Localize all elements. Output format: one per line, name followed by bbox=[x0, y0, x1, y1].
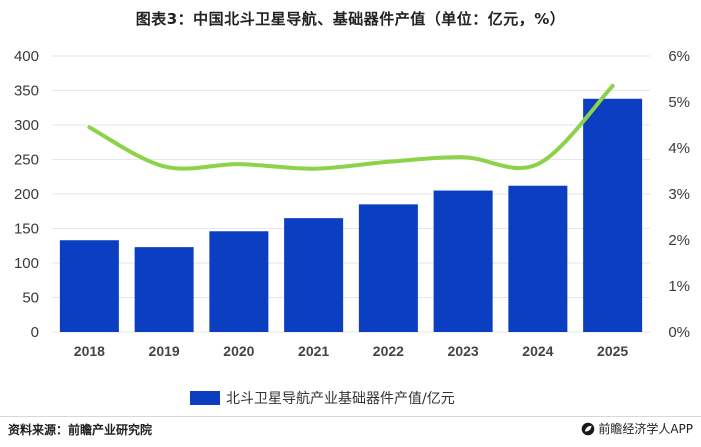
right-axis-ticks: 0% 1% 2% 3% 4% 5% 6% bbox=[668, 48, 690, 341]
bar-2018 bbox=[59, 240, 119, 332]
x-tick-label: 2023 bbox=[448, 343, 479, 359]
right-tick-label: 4% bbox=[668, 140, 690, 157]
right-tick-label: 3% bbox=[668, 186, 690, 203]
left-tick-label: 250 bbox=[14, 152, 39, 169]
bar-2022 bbox=[358, 204, 418, 332]
bar-2023 bbox=[433, 190, 493, 332]
x-tick-label: 2022 bbox=[373, 343, 404, 359]
bar-2020 bbox=[209, 231, 269, 332]
footer-brand-text: 前瞻经济学人APP bbox=[598, 422, 693, 436]
right-tick-label: 0% bbox=[668, 324, 690, 341]
footer-divider bbox=[0, 416, 701, 417]
legend: 北斗卫星导航产业基础器件产值/亿元 bbox=[190, 388, 455, 408]
right-tick-label: 6% bbox=[668, 48, 690, 65]
footer-brand: 前瞻经济学人APP bbox=[581, 420, 693, 437]
left-tick-label: 350 bbox=[14, 83, 39, 100]
leaf-logo-icon bbox=[582, 422, 595, 435]
left-tick-label: 100 bbox=[14, 255, 39, 272]
left-tick-label: 300 bbox=[14, 117, 39, 134]
growth-rate-line bbox=[87, 83, 615, 171]
line-series bbox=[87, 83, 615, 171]
x-tick-label: 2020 bbox=[223, 343, 254, 359]
bar-2019 bbox=[134, 247, 194, 332]
left-tick-label: 0 bbox=[31, 324, 39, 341]
x-tick-label: 2019 bbox=[149, 343, 180, 359]
x-tick-label: 2024 bbox=[522, 343, 553, 359]
right-tick-label: 2% bbox=[668, 232, 690, 249]
bar-2021 bbox=[284, 218, 344, 332]
x-tick-label: 2018 bbox=[74, 343, 105, 359]
bar-series bbox=[59, 98, 643, 332]
legend-swatch-bar bbox=[190, 391, 220, 405]
left-tick-label: 150 bbox=[14, 221, 39, 238]
bar-2024 bbox=[508, 185, 568, 332]
bar-2025 bbox=[583, 98, 643, 332]
x-tick-label: 2025 bbox=[597, 343, 628, 359]
chart-title: 图表3：中国北斗卫星导航、基础器件产值（单位：亿元，%） bbox=[135, 10, 566, 28]
right-tick-label: 5% bbox=[668, 94, 690, 111]
left-tick-label: 50 bbox=[22, 290, 39, 307]
left-tick-label: 200 bbox=[14, 186, 39, 203]
left-tick-label: 400 bbox=[14, 48, 39, 65]
left-axis-ticks: 0 50 100 150 200 250 300 350 400 bbox=[14, 48, 39, 341]
x-axis-ticks: 2018 2019 2020 2021 2022 2023 2024 2025 bbox=[74, 343, 629, 359]
legend-label-bar: 北斗卫星导航产业基础器件产值/亿元 bbox=[226, 391, 455, 407]
right-tick-label: 1% bbox=[668, 278, 690, 295]
footer-source: 资料来源：前瞻产业研究院 bbox=[8, 423, 153, 437]
x-tick-label: 2021 bbox=[298, 343, 329, 359]
